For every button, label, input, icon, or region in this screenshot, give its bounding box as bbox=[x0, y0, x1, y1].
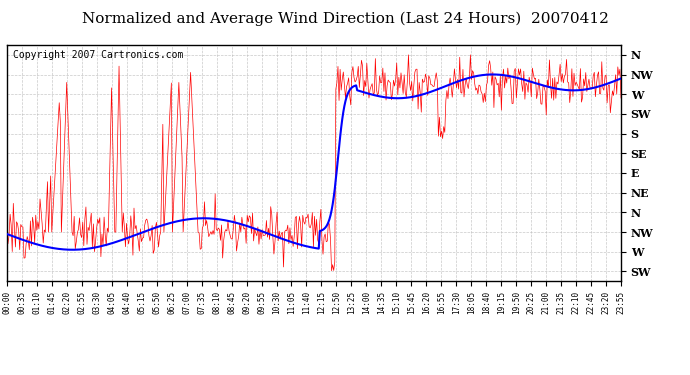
Text: Copyright 2007 Cartronics.com: Copyright 2007 Cartronics.com bbox=[13, 50, 184, 60]
Text: Normalized and Average Wind Direction (Last 24 Hours)  20070412: Normalized and Average Wind Direction (L… bbox=[81, 11, 609, 26]
